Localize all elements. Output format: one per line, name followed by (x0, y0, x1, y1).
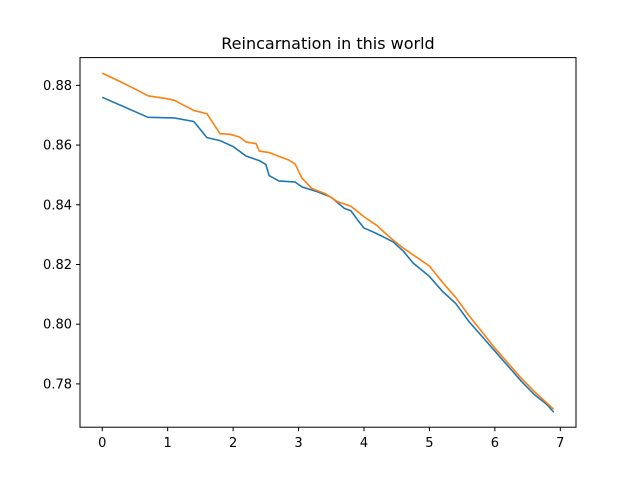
x-tick-label: 1 (164, 436, 172, 451)
y-tick-label: 0.80 (43, 318, 72, 333)
plot-area: 0 1 2 3 4 5 6 7 0.78 0.80 0.82 0.84 0.86 0.88 (43, 57, 577, 451)
x-tick-label: 2 (229, 436, 237, 451)
x-axis: 0 1 2 3 4 5 6 7 (98, 427, 564, 451)
y-tick-label: 0.88 (43, 79, 72, 94)
y-tick-label: 0.82 (43, 258, 72, 273)
x-tick-label: 4 (360, 436, 368, 451)
series-line-0 (101, 96, 555, 413)
plot-frame (79, 57, 577, 428)
y-tick-label: 0.86 (43, 139, 72, 154)
x-tick-label: 0 (98, 436, 106, 451)
series-0 (101, 96, 555, 413)
x-tick-label: 3 (294, 436, 302, 451)
x-tick-label: 6 (491, 436, 499, 451)
x-tick-label: 7 (556, 436, 564, 451)
series-layer (101, 72, 555, 413)
chart-title: Reincarnation in this world (221, 34, 434, 53)
y-tick-label: 0.78 (43, 377, 72, 392)
series-line-1 (101, 72, 555, 410)
x-tick-label: 5 (425, 436, 433, 451)
series-1 (101, 72, 555, 410)
y-tick-label: 0.84 (43, 198, 72, 213)
y-axis: 0.78 0.80 0.82 0.84 0.86 0.88 (43, 79, 80, 392)
